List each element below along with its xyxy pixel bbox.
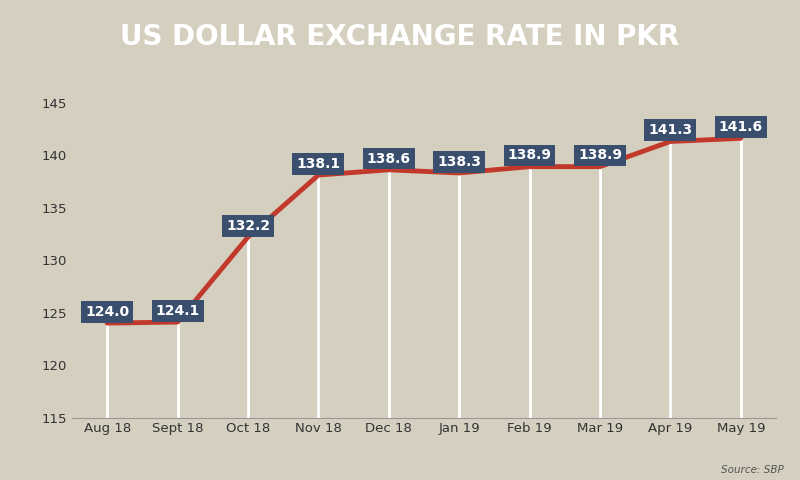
Text: 132.2: 132.2: [226, 219, 270, 233]
Text: 138.6: 138.6: [366, 152, 411, 166]
Text: 138.9: 138.9: [578, 148, 622, 162]
Text: 124.0: 124.0: [85, 305, 130, 319]
Text: US DOLLAR EXCHANGE RATE IN PKR: US DOLLAR EXCHANGE RATE IN PKR: [120, 23, 680, 51]
Text: 141.6: 141.6: [718, 120, 763, 134]
Text: Source: SBP: Source: SBP: [722, 465, 784, 475]
Text: 138.3: 138.3: [437, 155, 482, 169]
Text: 141.3: 141.3: [648, 123, 693, 137]
Text: 124.1: 124.1: [155, 304, 200, 318]
Text: 138.9: 138.9: [508, 148, 552, 162]
Text: 138.1: 138.1: [296, 157, 341, 171]
